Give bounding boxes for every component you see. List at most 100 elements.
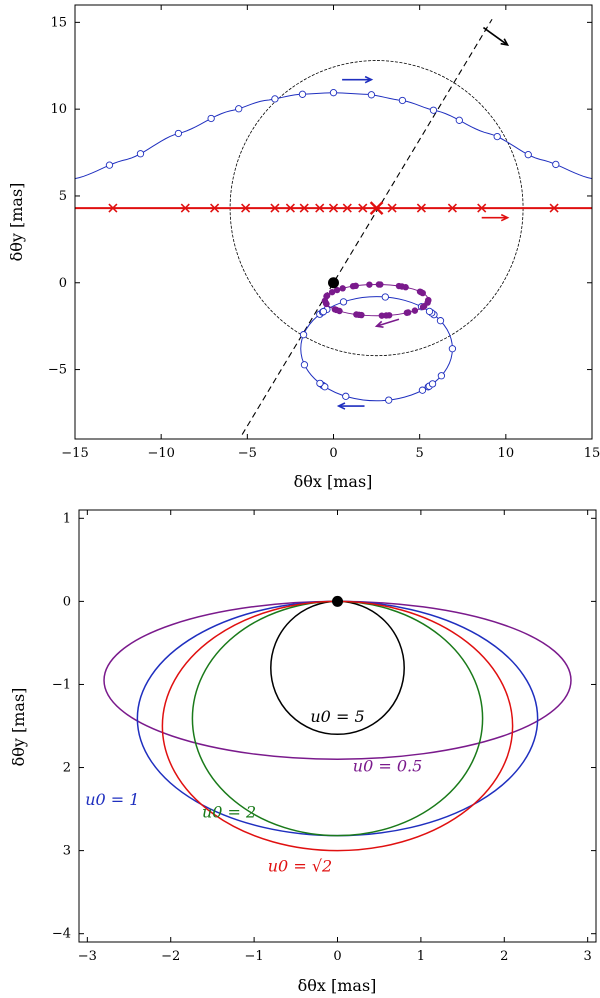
source-marker-stroke bbox=[549, 203, 559, 213]
top-x-tick-label: 15 bbox=[584, 446, 600, 461]
source-position-marker bbox=[447, 203, 457, 213]
minor-image-marker bbox=[339, 298, 348, 306]
direction-arrow-red-head bbox=[500, 213, 510, 222]
bottom-lens-point bbox=[332, 595, 343, 607]
top-y-tick-label: −5 bbox=[48, 363, 67, 378]
series-label-2: u0 = 1 bbox=[85, 790, 139, 809]
source-marker-stroke bbox=[241, 203, 251, 213]
bottom-axes-frame bbox=[78, 509, 597, 943]
series-label-1: u0 = 0.5 bbox=[353, 757, 423, 776]
major-image-marker bbox=[136, 150, 145, 158]
major-image-marker bbox=[298, 90, 307, 98]
top-x-tick-label: 10 bbox=[498, 446, 515, 461]
source-position-marker bbox=[299, 203, 309, 213]
top-x-tick-label: 0 bbox=[329, 446, 337, 461]
minor-image-marker bbox=[321, 383, 329, 391]
top-x-tick-label: −15 bbox=[61, 446, 88, 461]
minor-image-marker bbox=[448, 345, 457, 353]
centroid-marker bbox=[416, 288, 424, 295]
centroid-marker bbox=[358, 311, 365, 319]
bottom-chart-panel: −3 −2 −1 0 1 2 310−123−4 u0 = 5u0 = 0.5u0 = 1u… bbox=[9, 509, 597, 995]
bottom-y-axis-label: δθy [mas] bbox=[9, 688, 28, 767]
centroid-marker bbox=[411, 307, 419, 314]
centroid-marker bbox=[333, 286, 341, 294]
source-marker-stroke bbox=[416, 203, 426, 213]
major-image-marker bbox=[524, 151, 532, 159]
direction-arrow-purple-head bbox=[374, 320, 384, 328]
minor-image-marker bbox=[436, 317, 445, 325]
bottom-y-tick-label: 2 bbox=[63, 761, 71, 776]
top-y-tick-label: 5 bbox=[59, 189, 67, 204]
source-marker-stroke bbox=[299, 203, 309, 213]
minor-image-marker bbox=[381, 293, 389, 301]
source-marker-stroke bbox=[342, 203, 352, 213]
source-position-marker bbox=[210, 203, 220, 213]
top-y-tick-label: 0 bbox=[59, 276, 67, 291]
direction-arrow-blue-head bbox=[336, 402, 346, 410]
bottom-x-axis-label: δθx [mas] bbox=[298, 976, 377, 995]
centroid-marker bbox=[366, 281, 373, 288]
major-image-marker bbox=[105, 161, 114, 169]
centroid-marker bbox=[323, 292, 331, 299]
top-x-axis-label: δθx [mas] bbox=[294, 472, 373, 491]
top-x-tick-label: −10 bbox=[147, 446, 174, 461]
centroid-marker bbox=[383, 312, 390, 319]
source-marker-stroke bbox=[477, 203, 487, 213]
top-ticks: −15 −10 −5 0 5 10 15 −5 0 5 10 15 bbox=[48, 5, 600, 461]
source-position-marker bbox=[342, 203, 352, 213]
major-image-marker bbox=[329, 89, 338, 97]
source-position-marker bbox=[315, 203, 325, 213]
bottom-x-tick-label: −1 bbox=[245, 949, 264, 964]
minor-image-marker bbox=[342, 392, 350, 400]
top-axes-frame bbox=[74, 4, 593, 440]
minor-image-marker bbox=[299, 331, 308, 339]
source-marker-stroke bbox=[270, 203, 280, 213]
minor-image-marker bbox=[437, 372, 446, 380]
source-marker-stroke bbox=[108, 203, 118, 213]
centroid-marker bbox=[352, 282, 359, 290]
major-image-marker bbox=[235, 105, 243, 113]
source-marker-stroke bbox=[315, 203, 325, 213]
top-y-tick-label: 15 bbox=[50, 15, 67, 30]
centroid-marker bbox=[323, 300, 330, 308]
centroid-marker bbox=[404, 309, 412, 316]
major-image-marker bbox=[367, 91, 376, 99]
top-plot-area bbox=[75, 18, 592, 435]
top-y-tick-label: 10 bbox=[50, 102, 67, 117]
source-position-marker bbox=[549, 203, 559, 213]
source-marker-stroke bbox=[447, 203, 457, 213]
bottom-y-tick-label: 0 bbox=[63, 594, 71, 609]
source-position-marker bbox=[180, 203, 190, 213]
lens-trajectory-line bbox=[241, 18, 493, 435]
source-position-marker bbox=[387, 203, 397, 213]
direction-arrow-purple bbox=[376, 318, 400, 327]
major-image-marker bbox=[552, 160, 560, 169]
direction-arrow-blue-head bbox=[364, 75, 374, 84]
bottom-x-tick-label: 3 bbox=[584, 949, 592, 964]
top-x-tick-label: −5 bbox=[238, 446, 257, 461]
source-position-marker bbox=[241, 203, 251, 213]
centroid-marker bbox=[398, 283, 406, 290]
direction-arrow-black bbox=[482, 26, 509, 46]
source-marker-stroke bbox=[180, 203, 190, 213]
minor-image-marker bbox=[425, 307, 434, 316]
source-position-marker bbox=[285, 203, 295, 213]
lens-point bbox=[328, 277, 339, 289]
source-marker-stroke bbox=[285, 203, 295, 213]
major-image-marker bbox=[207, 114, 215, 123]
bottom-y-tick-label: −1 bbox=[52, 677, 71, 692]
major-image-marker bbox=[429, 106, 438, 114]
source-marker-stroke bbox=[358, 203, 368, 213]
minor-image-marker bbox=[319, 307, 328, 316]
bottom-x-tick-label: 0 bbox=[333, 949, 341, 964]
bottom-x-tick-label: 2 bbox=[500, 949, 508, 964]
bottom-y-tick-label: 1 bbox=[63, 511, 71, 526]
source-position-marker bbox=[328, 203, 339, 213]
current-source-marker bbox=[369, 201, 384, 215]
bottom-plot-area bbox=[103, 595, 572, 852]
series-label-4: u0 = √2 bbox=[268, 856, 332, 875]
top-chart-panel: −15 −10 −5 0 5 10 15 −5 0 5 10 15 δθx [mas] δθy [ma… bbox=[7, 4, 600, 491]
source-position-marker bbox=[477, 203, 487, 213]
source-marker-stroke bbox=[210, 203, 220, 213]
source-position-marker bbox=[416, 203, 426, 213]
